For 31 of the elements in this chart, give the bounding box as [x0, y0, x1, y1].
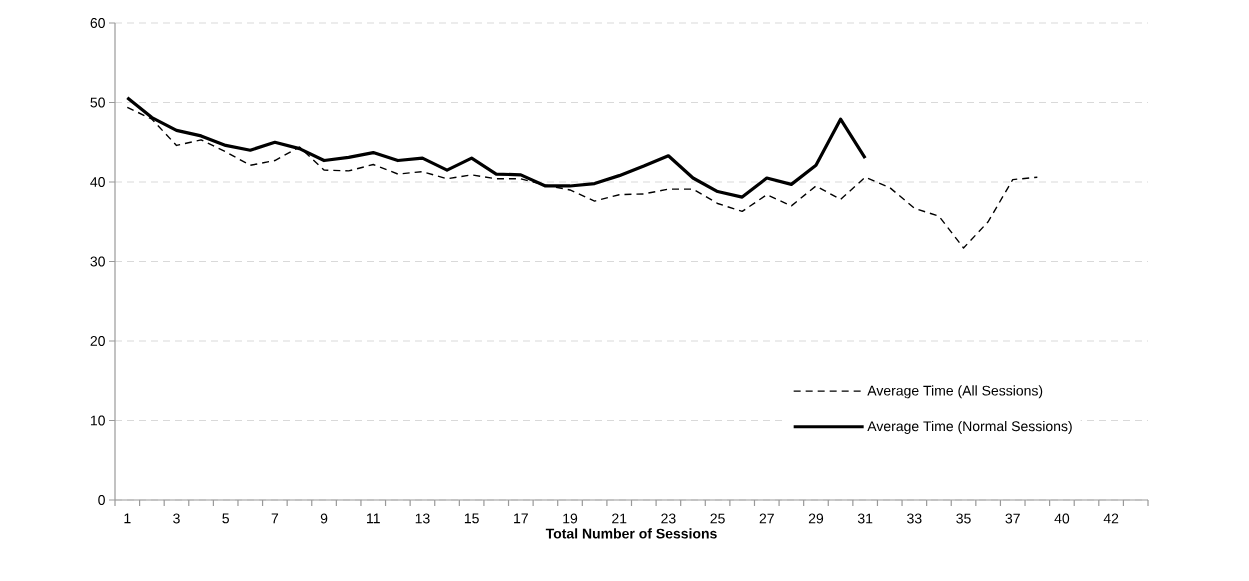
x-tick-label: 7: [271, 513, 279, 524]
x-tick-label: 5: [222, 513, 229, 524]
x-tick-label: 37: [1005, 513, 1020, 524]
x-tick-label: 13: [415, 513, 430, 524]
x-tick-label: 19: [563, 513, 578, 524]
y-tick-label: 50: [90, 97, 105, 108]
x-tick-label: 23: [661, 513, 676, 524]
y-tick-label: 40: [90, 177, 105, 187]
x-tick-label: 27: [759, 513, 774, 524]
x-tick-label: 40: [1054, 513, 1070, 524]
y-tick-label: 30: [90, 256, 105, 267]
x-tick-label: 1: [124, 513, 131, 524]
x-tick-label: 31: [857, 513, 873, 524]
x-tick-label: 25: [710, 513, 725, 524]
x-tick-label: 21: [612, 513, 627, 524]
x-axis-title: Total Number of Sessions: [545, 528, 717, 539]
y-tick-label: 20: [90, 336, 105, 346]
x-tick-label: 29: [808, 513, 824, 524]
x-tick-label: 33: [907, 513, 922, 524]
y-tick-label: 60: [90, 18, 105, 28]
legend-label: Average Time (Normal Sessions): [867, 420, 1072, 434]
x-tick-label: 11: [367, 513, 380, 524]
legend-label: Average Time (All Sessions): [867, 385, 1043, 399]
x-tick-label: 3: [173, 513, 180, 524]
x-tick-label: 15: [464, 513, 479, 524]
x-tick-label: 9: [320, 513, 328, 524]
x-tick-label: 35: [956, 513, 971, 524]
x-tick-label: 17: [514, 513, 528, 524]
x-tick-label: 42: [1103, 513, 1119, 524]
y-tick-label: 10: [90, 415, 105, 426]
y-tick-label: 0: [98, 495, 105, 505]
